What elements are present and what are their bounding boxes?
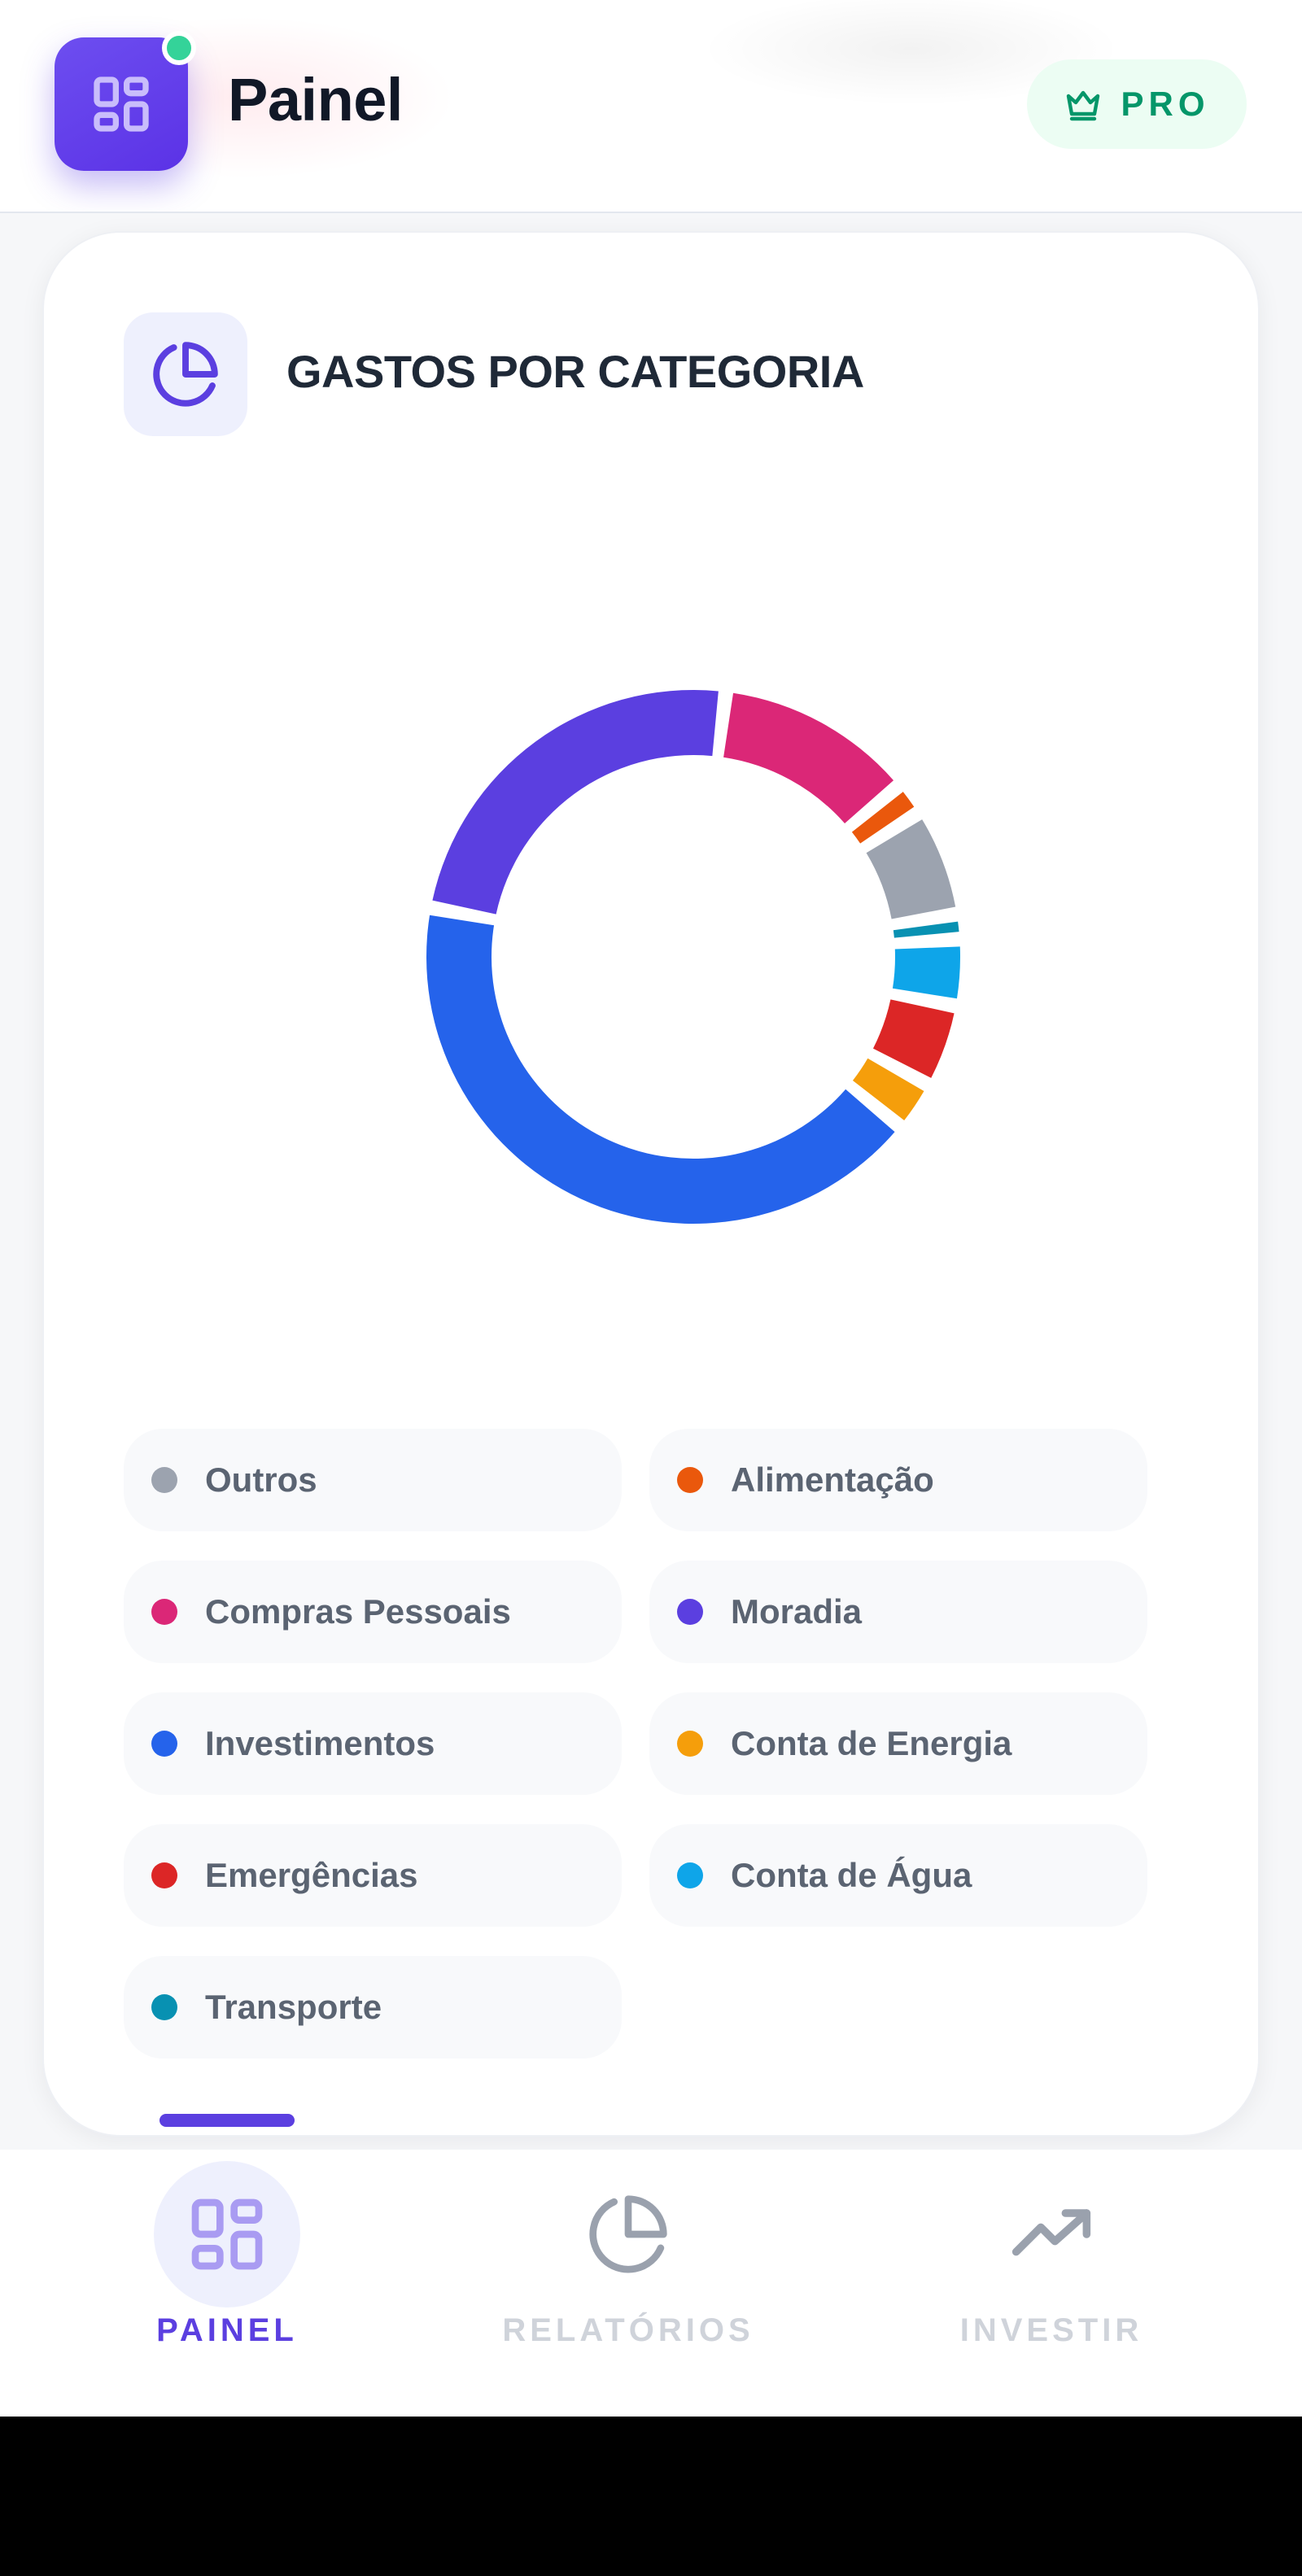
donut-slice-outros[interactable] [866,819,956,919]
donut-slice-emerg-ncias[interactable] [872,999,955,1078]
donut-slice-alimenta-o[interactable] [851,792,915,844]
nav-item-relatorios[interactable]: RELATÓRIOS [498,2150,758,2417]
legend-label: Moradia [731,1592,863,1631]
legend-item[interactable]: Transporte [124,1956,622,2059]
status-dot [162,31,196,65]
dashboard-grid-icon [191,2198,263,2270]
nav-icon-container [978,2161,1125,2307]
app-header: Painel PRO [0,0,1302,213]
legend-color-dot [151,1994,177,2020]
bottom-navigation: PAINEL RELATÓRIOS INVESTIR [0,2150,1302,2417]
system-navigation-bar [0,2417,1302,2576]
pro-badge-label: PRO [1121,85,1210,123]
donut-slice-compras-pessoais[interactable] [723,692,894,823]
card-title: GASTOS POR CATEGORIA [286,346,864,397]
dashboard-grid-icon [94,76,149,132]
pie-chart-icon [589,2195,667,2273]
donut-slice-conta-de-energia[interactable] [852,1058,924,1121]
legend-item[interactable]: Emergências [124,1824,622,1927]
legend-item[interactable]: Conta de Água [649,1824,1147,1927]
legend-item[interactable]: Compras Pessoais [124,1561,622,1663]
app-logo-button[interactable] [55,31,196,171]
legend-label: Conta de Energia [731,1724,1012,1762]
crown-icon [1067,90,1100,121]
nav-icon-container [555,2161,701,2307]
pro-badge-button[interactable]: PRO [1027,59,1247,149]
donut-chart [426,690,960,1224]
legend-item[interactable]: Outros [124,1429,622,1531]
nav-label: INVESTIR [959,2312,1143,2348]
legend-label: Compras Pessoais [205,1592,511,1631]
donut-slice-transporte[interactable] [893,921,959,938]
donut-slice-investimentos[interactable] [426,915,895,1224]
legend-color-dot [151,1599,177,1625]
card-icon-container [124,312,247,436]
page-title: Painel [228,66,404,133]
nav-label: PAINEL [156,2312,298,2348]
legend-item[interactable]: Alimentação [649,1429,1147,1531]
chart-legend: Outros Alimentação Compras Pessoais Moradia… [124,1429,1157,2059]
legend-color-dot [151,1467,177,1493]
spending-by-category-card: GASTOS POR CATEGORIA Outros Alimentação Co… [42,231,1260,2137]
legend-color-dot [677,1862,703,1888]
legend-label: Conta de Água [731,1856,972,1894]
legend-color-dot [677,1467,703,1493]
legend-color-dot [677,1599,703,1625]
legend-item[interactable]: Investimentos [124,1692,622,1795]
scroll-indicator [159,2114,295,2127]
legend-label: Outros [205,1460,317,1499]
donut-slice-conta-de-gua[interactable] [892,946,960,999]
pie-chart-icon [153,342,218,407]
legend-label: Investimentos [205,1724,435,1762]
legend-color-dot [677,1731,703,1757]
legend-label: Emergências [205,1856,418,1894]
legend-color-dot [151,1862,177,1888]
nav-label: RELATÓRIOS [502,2312,754,2348]
legend-color-dot [151,1731,177,1757]
legend-label: Alimentação [731,1460,934,1499]
nav-icon-container [154,2161,300,2307]
legend-label: Transporte [205,1988,382,2026]
trending-up-icon [1011,2209,1091,2256]
legend-item[interactable]: Moradia [649,1561,1147,1663]
legend-item[interactable]: Conta de Energia [649,1692,1147,1795]
nav-item-investir[interactable]: INVESTIR [944,2150,1159,2417]
nav-item-painel[interactable]: PAINEL [150,2150,304,2417]
donut-slice-moradia[interactable] [432,690,719,915]
